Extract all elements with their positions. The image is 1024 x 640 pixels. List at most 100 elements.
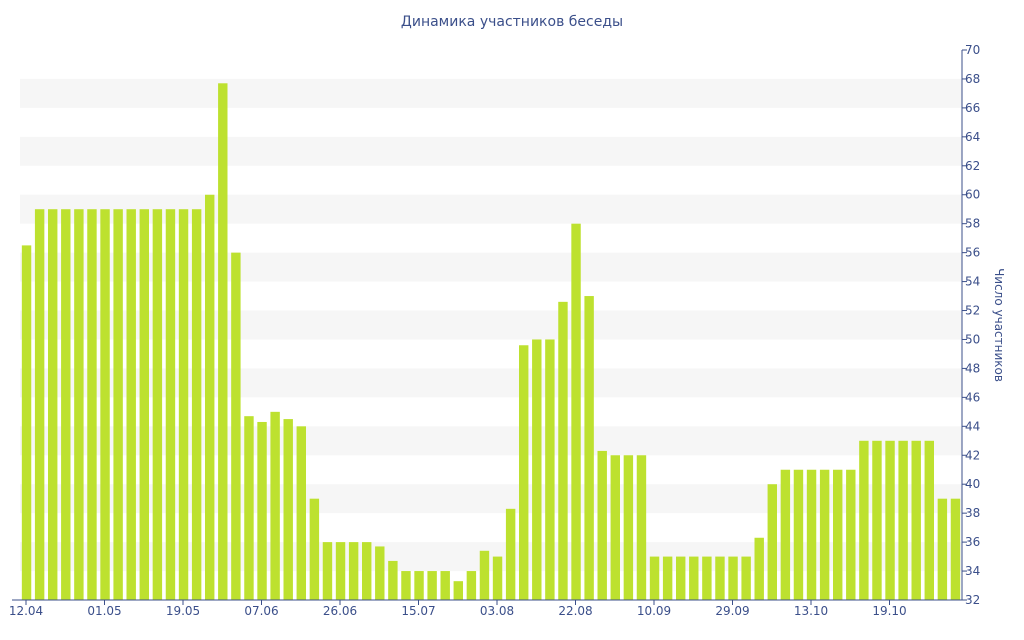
bar	[649, 556, 660, 600]
bar	[87, 209, 97, 600]
bar	[100, 209, 110, 600]
bar	[218, 83, 228, 601]
bar	[584, 296, 594, 600]
bar	[453, 581, 463, 600]
bar	[427, 571, 437, 600]
y-tick-label: 66	[965, 101, 980, 115]
bar	[126, 209, 136, 600]
bar	[257, 421, 267, 600]
bar	[728, 556, 738, 600]
bar	[689, 556, 699, 600]
x-tick-label: 03.08	[480, 604, 514, 618]
bar	[846, 469, 856, 600]
x-tick-label: 12.04	[9, 604, 43, 618]
y-tick-label: 52	[965, 304, 980, 318]
bar	[597, 450, 607, 600]
x-tick-label: 01.05	[87, 604, 121, 618]
grid-band	[20, 194, 962, 224]
bar	[61, 209, 71, 600]
bar	[872, 440, 882, 600]
y-tick-label: 58	[965, 217, 980, 231]
x-tick-label: 15.07	[401, 604, 435, 618]
bar	[702, 556, 712, 600]
grid-band	[20, 542, 962, 572]
bar	[806, 469, 817, 600]
bar	[911, 440, 921, 600]
y-tick-label: 56	[965, 246, 980, 260]
bar	[492, 556, 503, 600]
y-axis-ticks: 32 34 36 38 40 42 44 46 48 50 52 54 56 58 60 62 64 66 68 70	[962, 43, 980, 607]
bar	[244, 416, 254, 600]
y-tick-label: 44	[965, 419, 980, 433]
x-tick-label: 19.10	[872, 604, 906, 618]
bar	[885, 440, 895, 600]
bar	[676, 556, 686, 600]
x-tick-label: 19.05	[166, 604, 200, 618]
bar	[113, 209, 123, 600]
y-tick-label: 70	[965, 43, 980, 57]
bar	[231, 252, 241, 600]
x-tick-label: 07.06	[244, 604, 278, 618]
grid-band	[20, 368, 962, 398]
y-tick-label: 50	[965, 332, 980, 346]
x-tick-label: 10.09	[637, 604, 671, 618]
bar	[819, 469, 830, 600]
grid-band	[20, 310, 962, 340]
bar	[833, 469, 843, 600]
y-tick-label: 40	[965, 477, 980, 491]
bar	[479, 550, 490, 600]
y-tick-label: 34	[965, 564, 980, 578]
bar	[34, 209, 45, 600]
bar	[780, 469, 791, 600]
bar	[375, 546, 385, 600]
bar	[74, 209, 84, 600]
bar	[662, 556, 673, 600]
bar	[793, 469, 804, 600]
x-tick-label: 22.08	[558, 604, 592, 618]
chart-title: Динамика участников беседы	[400, 14, 624, 30]
bar	[545, 339, 555, 600]
bar	[414, 571, 424, 600]
bar	[440, 571, 450, 600]
bar	[924, 440, 934, 600]
bar	[139, 209, 149, 600]
bar	[532, 339, 542, 600]
bar	[767, 484, 777, 600]
y-tick-label: 48	[965, 361, 980, 375]
x-tick-label: 26.06	[323, 604, 357, 618]
bar	[348, 542, 359, 600]
bar	[715, 556, 725, 600]
bar	[205, 194, 215, 601]
bar	[270, 411, 280, 600]
y-tick-label: 36	[965, 535, 980, 549]
bar	[362, 542, 372, 600]
y-tick-label: 60	[965, 188, 980, 202]
bars	[21, 83, 961, 601]
bar	[388, 560, 398, 600]
bar	[322, 542, 333, 600]
bar	[558, 301, 568, 600]
bar	[401, 571, 411, 600]
y-axis-title: Число участников	[992, 268, 1006, 382]
x-tick-label: 29.09	[715, 604, 749, 618]
grid-band	[20, 78, 962, 108]
grid-band	[20, 252, 962, 282]
bar	[178, 209, 189, 600]
bar	[636, 455, 647, 600]
bar	[466, 571, 477, 600]
bar	[950, 498, 961, 600]
y-tick-label: 68	[965, 72, 980, 86]
grid-band	[20, 136, 962, 166]
y-tick-label: 38	[965, 506, 980, 520]
bar	[296, 426, 306, 600]
bar	[335, 542, 346, 600]
bar	[191, 209, 202, 600]
axes	[12, 50, 963, 601]
y-tick-label: 42	[965, 448, 980, 462]
bar	[623, 455, 634, 600]
background-bands	[20, 78, 962, 572]
bar	[937, 498, 948, 600]
y-tick-label: 64	[965, 130, 980, 144]
bar	[741, 556, 751, 600]
